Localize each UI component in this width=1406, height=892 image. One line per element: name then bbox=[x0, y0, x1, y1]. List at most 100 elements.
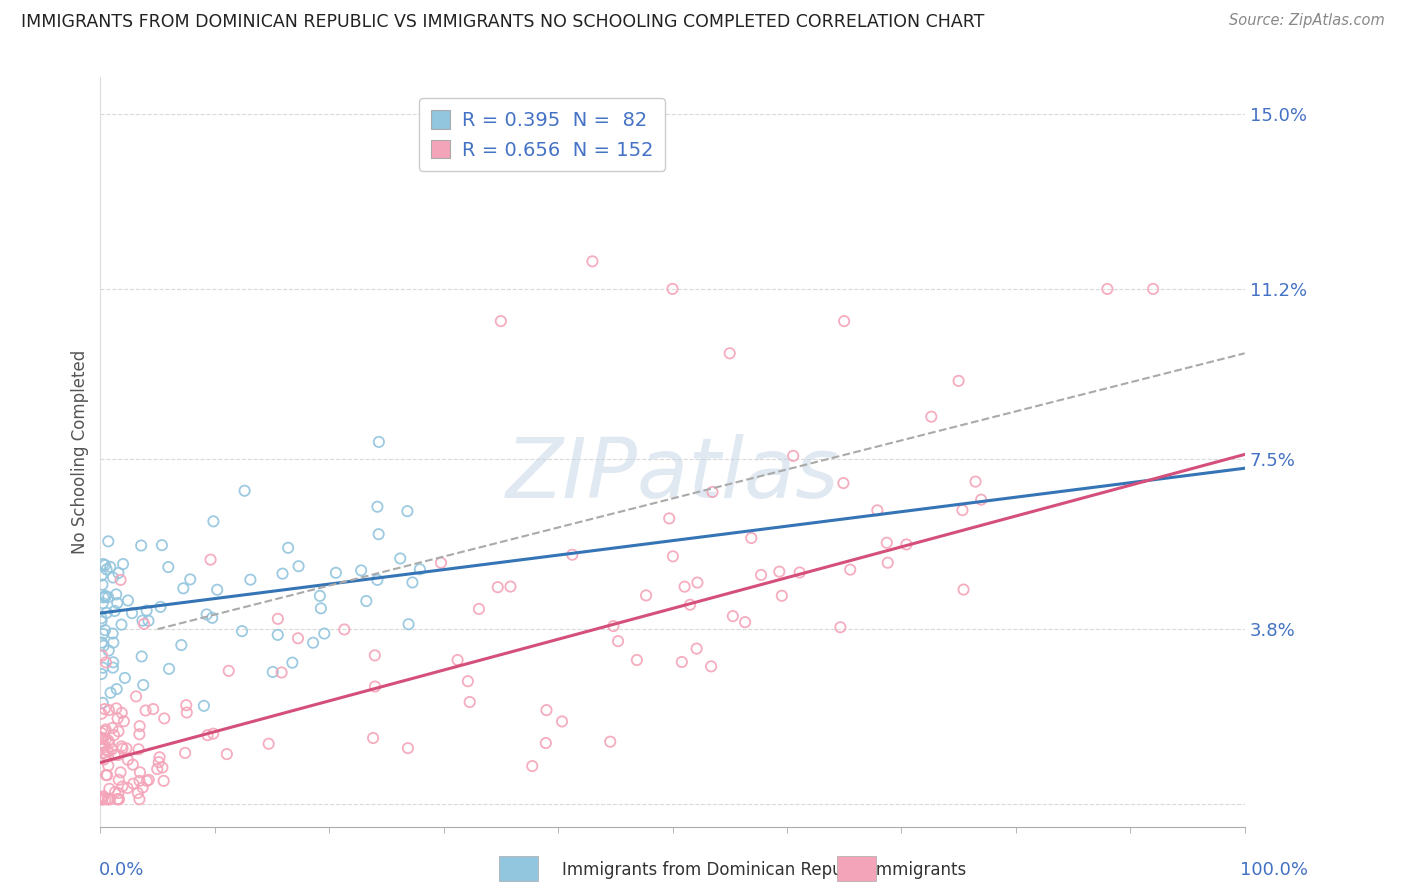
Point bbox=[149, 599, 172, 614]
Point bbox=[499, 580, 522, 594]
Point bbox=[93, 738, 115, 752]
Point bbox=[149, 750, 172, 764]
Point bbox=[734, 615, 756, 629]
Point bbox=[93, 740, 115, 755]
Point bbox=[970, 492, 993, 507]
Point bbox=[131, 614, 153, 628]
Point bbox=[718, 346, 741, 360]
Point bbox=[309, 589, 332, 603]
Point bbox=[105, 587, 128, 601]
Point bbox=[129, 765, 152, 780]
Point bbox=[110, 617, 132, 632]
Point bbox=[626, 653, 648, 667]
Point bbox=[314, 626, 336, 640]
Point bbox=[94, 748, 117, 763]
Point bbox=[90, 706, 112, 721]
Point bbox=[107, 724, 129, 739]
Point bbox=[91, 627, 114, 641]
Point bbox=[91, 790, 114, 805]
Point bbox=[267, 612, 290, 626]
Point bbox=[561, 548, 583, 562]
Point bbox=[104, 747, 127, 762]
Point bbox=[152, 773, 174, 788]
Point bbox=[97, 792, 120, 806]
Point bbox=[94, 590, 117, 604]
Point bbox=[1097, 282, 1119, 296]
Point bbox=[138, 614, 160, 628]
Point bbox=[97, 534, 120, 549]
Point bbox=[948, 374, 970, 388]
Point bbox=[94, 589, 117, 603]
Point bbox=[458, 695, 481, 709]
Point bbox=[740, 531, 762, 545]
Point bbox=[233, 483, 256, 498]
Point bbox=[93, 731, 115, 745]
Point bbox=[107, 711, 129, 725]
Point bbox=[176, 706, 198, 720]
Point bbox=[104, 604, 127, 618]
Point bbox=[721, 609, 744, 624]
Point bbox=[94, 558, 117, 572]
Point bbox=[97, 733, 120, 747]
Y-axis label: No Schooling Completed: No Schooling Completed bbox=[72, 350, 89, 554]
Point bbox=[90, 568, 112, 582]
Point bbox=[202, 727, 225, 741]
Point bbox=[142, 702, 165, 716]
Point bbox=[551, 714, 574, 729]
Point bbox=[174, 746, 197, 760]
Point bbox=[91, 792, 114, 806]
Point bbox=[366, 500, 388, 514]
Point bbox=[302, 636, 325, 650]
Text: ZIPatlas: ZIPatlas bbox=[506, 434, 839, 515]
Point bbox=[602, 619, 624, 633]
Point bbox=[749, 568, 772, 582]
Point bbox=[581, 254, 603, 268]
Point bbox=[91, 661, 114, 675]
Point bbox=[200, 552, 222, 566]
Point bbox=[115, 741, 138, 756]
Point bbox=[157, 662, 180, 676]
Point bbox=[361, 731, 384, 745]
Point bbox=[179, 573, 201, 587]
Point bbox=[401, 575, 423, 590]
Point bbox=[673, 580, 696, 594]
Point bbox=[117, 753, 139, 767]
Point bbox=[97, 643, 120, 657]
Point bbox=[101, 742, 124, 756]
Point bbox=[98, 560, 121, 574]
Text: 0.0%: 0.0% bbox=[98, 861, 143, 879]
Point bbox=[965, 475, 987, 489]
Point bbox=[309, 601, 332, 615]
Text: Immigrants: Immigrants bbox=[872, 861, 967, 879]
Point bbox=[271, 566, 294, 581]
Point bbox=[457, 674, 479, 689]
Point bbox=[920, 409, 942, 424]
Text: IMMIGRANTS FROM DOMINICAN REPUBLIC VS IMMIGRANTS NO SCHOOLING COMPLETED CORRELAT: IMMIGRANTS FROM DOMINICAN REPUBLIC VS IM… bbox=[21, 13, 984, 31]
Point bbox=[101, 721, 124, 735]
Point bbox=[93, 752, 115, 766]
Point bbox=[197, 728, 219, 742]
Point bbox=[832, 314, 855, 328]
Point bbox=[157, 560, 180, 574]
Point bbox=[93, 639, 115, 653]
Point bbox=[91, 789, 114, 804]
Point bbox=[636, 588, 658, 602]
Point bbox=[98, 737, 121, 751]
Point bbox=[522, 759, 544, 773]
Point bbox=[107, 566, 129, 580]
Point bbox=[396, 504, 419, 518]
Point bbox=[952, 582, 974, 597]
Point bbox=[135, 603, 157, 617]
Point bbox=[101, 660, 124, 674]
Point bbox=[90, 635, 112, 649]
Point bbox=[202, 514, 225, 528]
Point bbox=[107, 786, 129, 800]
Point bbox=[866, 503, 889, 517]
Point bbox=[876, 535, 898, 549]
Point bbox=[108, 792, 131, 806]
Point bbox=[111, 780, 134, 794]
Point bbox=[768, 565, 790, 579]
Point bbox=[90, 731, 112, 746]
Point bbox=[172, 582, 194, 596]
Point bbox=[267, 628, 290, 642]
